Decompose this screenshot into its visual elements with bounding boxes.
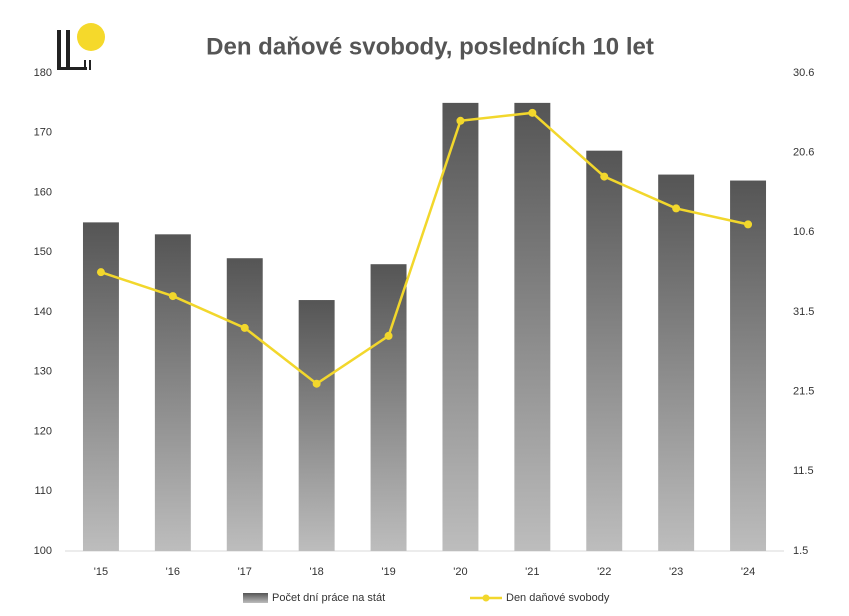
y2-tick-label: 31.5 (793, 306, 814, 318)
y2-tick-label: 20.6 (793, 147, 814, 159)
y-tick-label: 150 (34, 246, 52, 258)
line-point (384, 331, 393, 340)
x-tick-label: '15 (94, 566, 108, 578)
x-tick-label: '24 (741, 566, 755, 578)
y-tick-label: 130 (34, 366, 52, 378)
chart-title: Den daňové svobody, posledních 10 let (206, 33, 654, 60)
bar (586, 150, 623, 552)
bar (514, 102, 551, 551)
x-tick-label: '20 (453, 566, 467, 578)
line-point (744, 220, 753, 229)
y-tick-label: 180 (34, 67, 52, 79)
bar (226, 258, 263, 551)
y-tick-label: 110 (34, 485, 52, 497)
x-tick-label: '19 (381, 566, 395, 578)
bar (154, 234, 191, 551)
y2-tick-label: 11.5 (793, 465, 814, 477)
y-tick-label: 120 (34, 425, 52, 437)
y2-tick-label: 1.5 (793, 545, 808, 557)
line-point (672, 204, 681, 213)
x-tick-label: '22 (597, 566, 611, 578)
line-point (312, 379, 321, 388)
bar (298, 300, 335, 551)
bar (442, 102, 479, 551)
line-point (168, 292, 177, 301)
legend-swatch (482, 594, 490, 602)
line-point (240, 323, 249, 332)
y-tick-label: 100 (34, 545, 52, 557)
line-point (96, 268, 105, 277)
x-tick-label: '23 (669, 566, 683, 578)
logo (57, 23, 105, 70)
x-tick-label: '16 (166, 566, 180, 578)
bar (730, 180, 767, 552)
y2-tick-label: 30.6 (793, 67, 814, 79)
y-tick-label: 160 (34, 186, 52, 198)
line-point (600, 172, 609, 181)
bar (658, 174, 695, 551)
y2-tick-label: 10.6 (793, 226, 814, 238)
x-tick-label: '21 (525, 566, 539, 578)
x-tick-label: '18 (309, 566, 323, 578)
x-tick-label: '17 (238, 566, 252, 578)
line (100, 111, 749, 386)
y-tick-label: 170 (34, 127, 52, 139)
y2-tick-label: 21.5 (793, 386, 814, 398)
bar (370, 264, 407, 551)
legend-label: Počet dní práce na stát (272, 592, 385, 604)
line-point (528, 108, 537, 117)
legend-label: Den daňové svobody (506, 592, 610, 604)
y-tick-label: 140 (34, 306, 52, 318)
line-point (456, 116, 465, 125)
legend-swatch (243, 593, 268, 603)
